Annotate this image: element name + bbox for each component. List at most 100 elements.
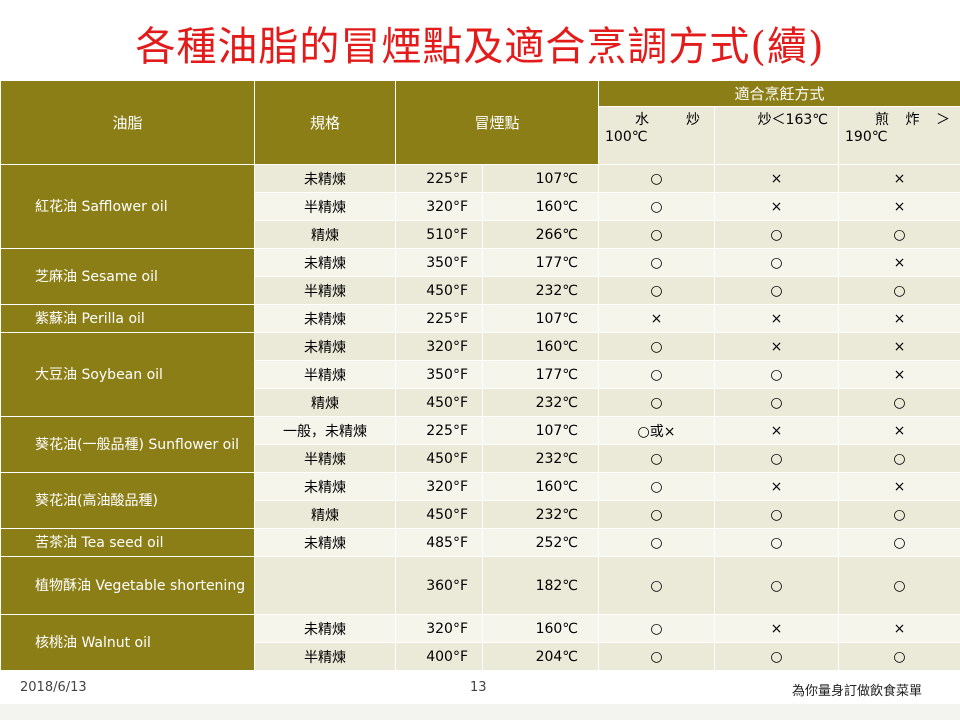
table-row: 紅花油 Safflower oil 未精煉 225°F 107℃ ○ × ×	[0, 164, 960, 249]
method-water-cell: ○	[598, 388, 716, 417]
method-fry-cell: ○	[838, 556, 960, 615]
fahrenheit-cell: 350°F	[395, 360, 483, 389]
fahrenheit-cell: 450°F	[395, 444, 483, 473]
table-row: 紫蘇油 Perilla oil 未精煉 225°F 107℃ × × ×	[0, 304, 960, 333]
grade-cell: 未精煉	[254, 614, 396, 643]
method-water-cell: ○	[598, 614, 716, 643]
fahrenheit-cell: 225°F	[395, 416, 483, 445]
fahrenheit-cell: 400°F	[395, 642, 483, 671]
oil-name-sunflower-high-oleic: 葵花油(高油酸品種)	[0, 472, 255, 529]
fahrenheit-cell: 450°F	[395, 276, 483, 305]
method-fry-cell: ×	[838, 472, 960, 501]
grade-cell: 一般，未精煉	[254, 416, 396, 445]
table-row: 植物酥油 Vegetable shortening 360°F 182℃ ○ ○…	[0, 556, 960, 615]
oil-name-sunflower: 葵花油(一般品種) Sunflower oil	[0, 416, 255, 473]
method-water-cell: ○	[598, 276, 716, 305]
table-row: 苦茶油 Tea seed oil 未精煉 485°F 252℃ ○ ○ ○	[0, 528, 960, 557]
method-stir-cell: ○	[714, 444, 840, 473]
grade-cell: 半精煉	[254, 642, 396, 671]
method-stir-cell: ○	[714, 388, 840, 417]
method-fry-cell: ×	[838, 164, 960, 193]
table-row: 芝麻油 Sesame oil 未精煉 350°F 177℃ ○ ○ ×	[0, 248, 960, 305]
method-stir-cell: ○	[714, 248, 840, 277]
celsius-cell: 107℃	[481, 416, 600, 445]
method-water-cell: ○	[598, 248, 716, 277]
method-fry-cell: ○	[838, 642, 960, 671]
method-fry-cell: ×	[838, 304, 960, 333]
grade-cell	[254, 556, 396, 615]
smoke-point-table-container: 油脂 規格 冒煙點 適合烹飪方式 水 炒 100℃ 炒＜163℃ 煎 炸 ＞ 1…	[0, 80, 960, 671]
method-water-cell: ○	[598, 528, 716, 557]
celsius-cell: 182℃	[481, 556, 600, 615]
method-fry-cell: ○	[838, 220, 960, 249]
grade-cell: 半精煉	[254, 276, 396, 305]
grade-cell: 未精煉	[254, 472, 396, 501]
header-method-water: 水 炒 100℃	[598, 106, 716, 165]
method-fry-cell: ×	[838, 416, 960, 445]
grade-cell: 半精煉	[254, 360, 396, 389]
method-stir-cell: ×	[714, 416, 840, 445]
fahrenheit-cell: 320°F	[395, 332, 483, 361]
footer-date: 2018/6/13	[20, 680, 87, 695]
method-stir-cell: ×	[714, 332, 840, 361]
grade-cell: 精煉	[254, 388, 396, 417]
table-row: 核桃油 Walnut oil 未精煉 320°F 160℃ ○ × ×	[0, 614, 960, 671]
method-water-cell: ○	[598, 472, 716, 501]
celsius-cell: 160℃	[481, 192, 600, 221]
grade-cell: 未精煉	[254, 248, 396, 277]
method-water-a: 水	[635, 112, 650, 128]
fahrenheit-cell: 320°F	[395, 472, 483, 501]
fahrenheit-cell: 350°F	[395, 248, 483, 277]
fahrenheit-cell: 450°F	[395, 388, 483, 417]
celsius-cell: 160℃	[481, 332, 600, 361]
fahrenheit-cell: 225°F	[395, 304, 483, 333]
method-fry-cell: ○	[838, 500, 960, 529]
method-stir-cell: ×	[714, 304, 840, 333]
fahrenheit-cell: 320°F	[395, 614, 483, 643]
celsius-cell: 252℃	[481, 528, 600, 557]
method-stir-cell: ×	[714, 472, 840, 501]
oil-name-sesame: 芝麻油 Sesame oil	[0, 248, 255, 305]
oil-name-safflower: 紅花油 Safflower oil	[0, 164, 255, 249]
oil-name-vegetable-shortening: 植物酥油 Vegetable shortening	[0, 556, 255, 615]
method-fry-temp: 190℃	[845, 129, 888, 145]
method-stir-cell: ×	[714, 614, 840, 643]
method-water-cell: ○	[598, 444, 716, 473]
method-fry-cell: ○	[838, 444, 960, 473]
method-stir-cell: ×	[714, 164, 840, 193]
method-fry-cell: ○	[838, 388, 960, 417]
grade-cell: 精煉	[254, 220, 396, 249]
footer-page-number: 13	[470, 680, 487, 695]
celsius-cell: 232℃	[481, 388, 600, 417]
header-method-fry: 煎 炸 ＞ 190℃	[838, 106, 960, 165]
table-row: 葵花油(一般品種) Sunflower oil 一般，未精煉 225°F 107…	[0, 416, 960, 473]
fahrenheit-cell: 510°F	[395, 220, 483, 249]
header-smoke-point: 冒煙點	[394, 80, 600, 165]
method-stir-cell: ○	[714, 642, 840, 671]
oil-name-walnut: 核桃油 Walnut oil	[0, 614, 255, 671]
header-oil: 油脂	[0, 80, 255, 165]
method-stir-cell: ○	[714, 276, 840, 305]
method-water-temp: 100℃	[605, 129, 648, 145]
oil-name-perilla: 紫蘇油 Perilla oil	[0, 304, 255, 333]
slide-title: 各種油脂的冒煙點及適合烹調方式(續)	[135, 24, 825, 70]
header-methods: 適合烹飪方式	[598, 80, 960, 107]
method-stir-label: 炒＜163℃	[757, 112, 829, 128]
fahrenheit-cell: 320°F	[395, 192, 483, 221]
footer-bar	[0, 704, 960, 720]
method-stir-cell: ○	[714, 556, 840, 615]
method-water-cell: ○	[598, 192, 716, 221]
method-fry-c: ＞	[936, 112, 951, 128]
grade-cell: 未精煉	[254, 304, 396, 333]
grade-cell: 半精煉	[254, 444, 396, 473]
fahrenheit-cell: 485°F	[395, 528, 483, 557]
method-fry-cell: ×	[838, 248, 960, 277]
celsius-cell: 177℃	[481, 248, 600, 277]
method-stir-cell: ×	[714, 192, 840, 221]
table-row: 大豆油 Soybean oil 未精煉 320°F 160℃ ○ × ×	[0, 332, 960, 417]
method-stir-cell: ○	[714, 360, 840, 389]
method-water-cell: ○	[598, 500, 716, 529]
method-fry-cell: ×	[838, 192, 960, 221]
grade-cell: 半精煉	[254, 192, 396, 221]
method-fry-cell: ×	[838, 614, 960, 643]
